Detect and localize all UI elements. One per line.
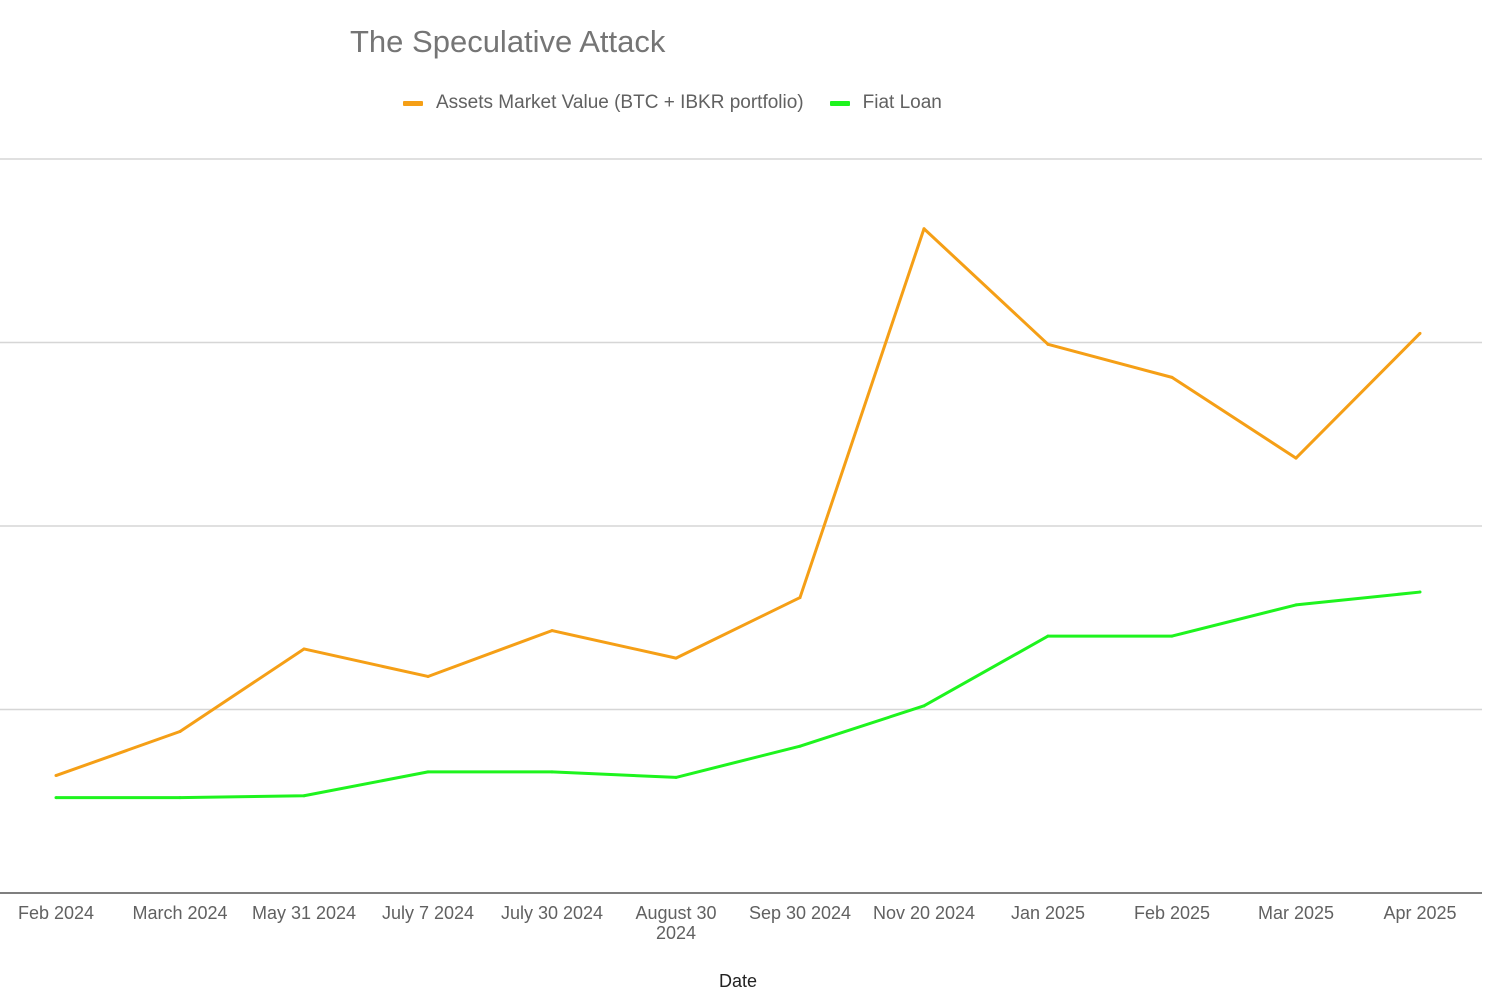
data-point-assets-0[interactable] — [54, 774, 58, 778]
legend-item-fiat-loan[interactable]: Fiat Loan — [829, 92, 942, 114]
x-tick-label: Sep 30 2024 — [749, 903, 851, 923]
legend-label-fiat-loan: Fiat Loan — [862, 92, 942, 113]
data-point-assets-9[interactable] — [1170, 375, 1174, 379]
x-axis-title: Date — [719, 971, 757, 988]
series-line-fiat-loan[interactable] — [56, 590, 1421, 800]
x-axis-tick-labels: Feb 2024 March 2024 May 31 2024 July 7 2024… — [18, 903, 1457, 943]
x-tick-label: Nov 20 2024 — [873, 903, 975, 923]
data-point-fiat-loan-5[interactable] — [674, 775, 678, 779]
data-point-assets-7[interactable] — [922, 227, 926, 231]
x-tick-label: Jan 2025 — [1011, 903, 1085, 923]
data-point-fiat-loan-7[interactable] — [922, 704, 926, 708]
x-tick-label: Feb 2024 — [18, 903, 94, 923]
gridlines — [0, 158, 1482, 711]
data-point-fiat-loan-10[interactable] — [1294, 603, 1298, 607]
x-tick-label: July 7 2024 — [382, 903, 474, 923]
data-point-fiat-loan-9[interactable] — [1170, 634, 1174, 638]
data-point-assets-10[interactable] — [1294, 456, 1298, 460]
legend: Assets Market Value (BTC + IBKR portfoli… — [403, 92, 968, 114]
x-tick-label: July 30 2024 — [501, 903, 603, 923]
data-point-assets-8[interactable] — [1046, 342, 1050, 346]
data-point-assets-5[interactable] — [674, 656, 678, 660]
data-point-assets-4[interactable] — [550, 629, 554, 633]
data-point-assets-6[interactable] — [798, 596, 802, 600]
data-point-fiat-loan-0[interactable] — [54, 796, 58, 800]
x-tick-label: Feb 2025 — [1134, 903, 1210, 923]
data-point-assets-2[interactable] — [302, 647, 306, 651]
x-tick-label: August 30 2024 — [635, 903, 716, 943]
data-point-assets-11[interactable] — [1418, 331, 1422, 335]
data-point-fiat-loan-8[interactable] — [1046, 634, 1050, 638]
data-point-fiat-loan-11[interactable] — [1418, 590, 1422, 594]
x-tick-label: Apr 2025 — [1383, 903, 1456, 923]
legend-item-assets[interactable]: Assets Market Value (BTC + IBKR portfoli… — [403, 92, 804, 114]
legend-swatch-fiat-loan — [829, 100, 850, 106]
series-lines — [54, 227, 1422, 800]
data-point-assets-1[interactable] — [178, 730, 182, 734]
data-point-fiat-loan-2[interactable] — [302, 794, 306, 798]
chart-title: The Speculative Attack — [350, 24, 666, 59]
data-point-fiat-loan-1[interactable] — [178, 796, 182, 800]
series-line-assets[interactable] — [55, 227, 1422, 777]
x-tick-label: March 2024 — [132, 903, 227, 923]
x-tick-label: Mar 2025 — [1258, 903, 1334, 923]
legend-swatch-assets — [403, 100, 423, 106]
data-point-assets-3[interactable] — [426, 674, 430, 678]
x-tick-label: May 31 2024 — [252, 903, 356, 923]
data-point-fiat-loan-4[interactable] — [550, 770, 554, 774]
data-point-fiat-loan-3[interactable] — [426, 770, 430, 774]
data-point-fiat-loan-6[interactable] — [798, 744, 802, 748]
legend-label-assets: Assets Market Value (BTC + IBKR portfoli… — [436, 92, 804, 113]
